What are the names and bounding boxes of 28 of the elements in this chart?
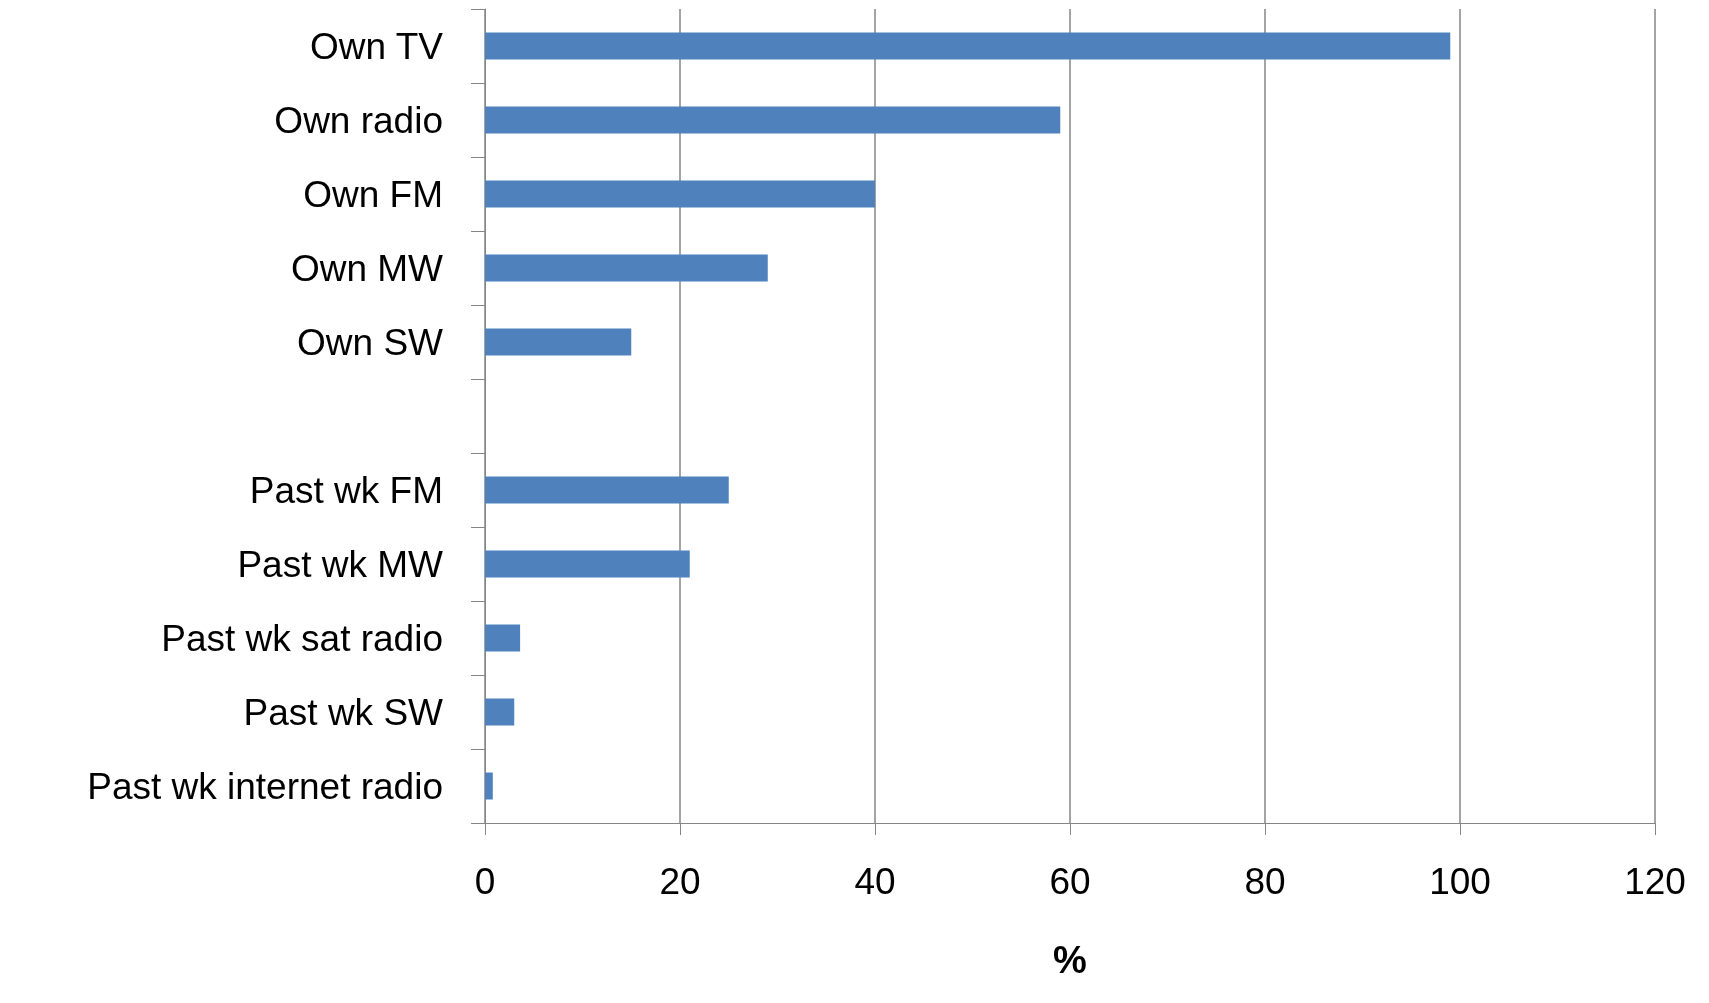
y-tick-label: Past wk FM (249, 469, 443, 511)
x-tick-label: 40 (854, 861, 896, 902)
x-tick-label: 120 (1624, 861, 1686, 902)
bar (485, 624, 521, 652)
x-tick-label: 60 (1049, 861, 1091, 902)
y-tick-label: Own radio (274, 99, 443, 141)
y-tick-label: Own SW (297, 321, 444, 363)
bar (485, 772, 493, 800)
x-tick-label: 20 (659, 861, 701, 902)
bar (485, 550, 690, 578)
bar (485, 180, 875, 208)
bar (485, 106, 1061, 134)
x-axis-title: % (1053, 939, 1087, 981)
bar (485, 476, 729, 504)
x-tick-label: 0 (474, 861, 496, 902)
y-tick-label: Past wk SW (243, 691, 444, 733)
y-tick-label: Past wk MW (237, 543, 444, 585)
x-tick-label: 100 (1429, 861, 1491, 902)
y-tick-label: Own TV (310, 25, 444, 67)
y-tick-label: Past wk sat radio (161, 617, 443, 659)
y-tick-label: Own FM (303, 173, 443, 215)
bar (485, 32, 1451, 60)
bar (485, 254, 768, 282)
y-tick-label: Past wk internet radio (87, 765, 443, 807)
y-tick-label: Own MW (290, 247, 444, 289)
x-tick-label: 80 (1244, 861, 1286, 902)
bar (485, 698, 515, 726)
bar (485, 328, 632, 356)
